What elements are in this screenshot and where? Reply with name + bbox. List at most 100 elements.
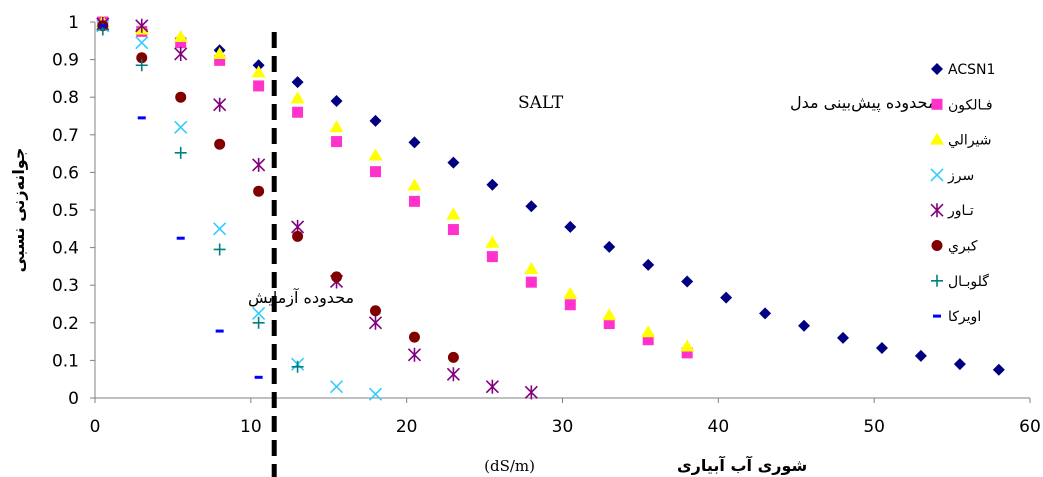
data-point	[564, 220, 577, 233]
data-point	[368, 315, 383, 330]
data-point	[408, 136, 421, 149]
axes	[90, 21, 1031, 403]
data-point	[720, 291, 733, 304]
data-point	[447, 351, 459, 363]
series-3	[95, 15, 695, 352]
data-point	[486, 178, 499, 191]
series-2	[97, 16, 693, 359]
data-point	[370, 166, 381, 178]
data-point	[331, 136, 343, 148]
legend-label: ACSN1	[948, 62, 995, 78]
x-tick-labels: 0 10 20 30 40 50 60	[90, 417, 1041, 437]
data-point	[253, 80, 265, 92]
x-tick-label: 10	[240, 417, 262, 437]
data-point	[213, 97, 227, 112]
series-8	[98, 24, 263, 379]
legend-marker	[933, 314, 941, 318]
series-7	[96, 23, 304, 373]
data-point	[408, 195, 420, 207]
x-tick-label: 50	[863, 417, 885, 437]
data-point	[485, 379, 499, 394]
data-point	[370, 305, 381, 317]
data-point	[369, 114, 382, 127]
data-point	[252, 316, 265, 329]
series-1	[96, 19, 1005, 376]
series-6	[97, 20, 459, 363]
data-point	[681, 275, 694, 288]
y-tick-labels: 0 0.1 0.2 0.3 0.4 0.5 0.6 0.7 0.8 0.9 1	[52, 13, 79, 409]
data-point	[98, 24, 107, 28]
data-point	[524, 385, 538, 400]
data-point	[175, 91, 187, 103]
legend-marker	[931, 240, 943, 251]
data-point	[407, 178, 422, 191]
legend-label: فـالکون	[948, 97, 993, 113]
data-point	[214, 138, 226, 150]
data-point	[252, 306, 266, 320]
data-point	[214, 54, 226, 66]
data-point	[331, 271, 343, 283]
data-point	[137, 116, 146, 120]
data-point	[329, 380, 344, 394]
x-tick-label: 20	[396, 417, 418, 437]
data-point	[446, 207, 461, 220]
y-tick-label: 0.7	[52, 126, 79, 146]
data-point	[368, 387, 383, 401]
data-point	[252, 59, 265, 72]
legend-marker	[930, 203, 944, 218]
data-point	[681, 347, 693, 359]
data-point	[136, 52, 148, 64]
data-point	[173, 30, 188, 43]
x-axis-title: شوری آب آبیاری	[677, 455, 807, 475]
data-point	[992, 363, 1005, 376]
y-tick-label: 0.8	[52, 88, 79, 108]
data-point	[641, 325, 656, 338]
data-point	[837, 331, 849, 344]
data-point	[525, 200, 538, 213]
data-point	[135, 36, 149, 50]
data-point	[368, 148, 383, 161]
x-tick-label: 30	[552, 417, 574, 437]
data-point	[213, 222, 227, 236]
data-point	[292, 106, 304, 118]
data-point	[290, 91, 305, 104]
data-point	[174, 46, 188, 61]
series-4	[96, 19, 383, 401]
y-tick-label: 0.6	[52, 163, 79, 183]
data-point	[759, 307, 772, 320]
data-point	[135, 18, 149, 33]
legend-label: سرز	[947, 168, 974, 184]
data-point	[524, 262, 539, 275]
legend-marker	[931, 274, 943, 287]
data-point	[252, 157, 266, 172]
x-tick-label: 0	[90, 417, 101, 437]
data-point	[486, 251, 498, 263]
data-point	[135, 59, 148, 72]
data-point	[602, 308, 617, 321]
data-point	[446, 367, 460, 382]
data-point	[603, 318, 615, 330]
legend-marker	[931, 63, 943, 75]
series-5	[96, 16, 538, 400]
data-point	[447, 156, 460, 169]
data-point	[563, 286, 578, 299]
data-point	[407, 347, 422, 362]
data-point	[213, 243, 226, 256]
y-tick-label: 0.9	[52, 51, 79, 71]
data-point	[291, 76, 304, 89]
data-point	[642, 258, 655, 271]
legend-label: كبري	[948, 239, 978, 255]
legend-label: تـاور	[947, 203, 974, 219]
data-point	[798, 319, 811, 332]
legend-marker	[930, 132, 944, 145]
data-point	[253, 185, 265, 197]
data-point	[914, 349, 927, 362]
data-point	[254, 375, 263, 379]
data-point	[292, 230, 304, 242]
y-tick-label: 0.2	[52, 314, 79, 334]
x-tick-label: 40	[708, 417, 730, 437]
y-tick-label: 0.4	[52, 239, 79, 259]
y-tick-label: 0.5	[52, 201, 79, 221]
data-point	[212, 46, 227, 59]
